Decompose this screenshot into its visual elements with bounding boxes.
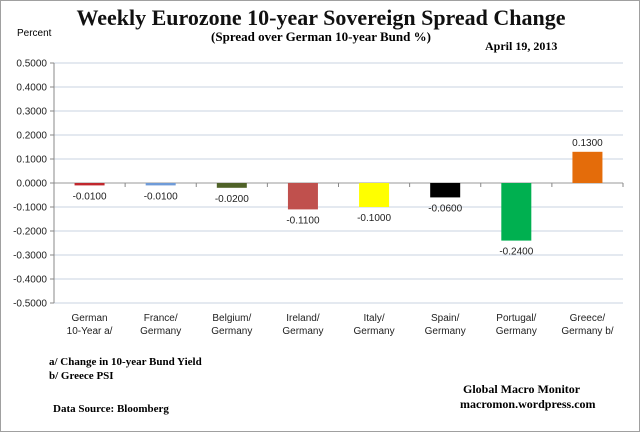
y-tick-label: -0.4000	[13, 275, 47, 286]
y-tick-label: 0.1000	[16, 155, 47, 166]
bar-4	[359, 183, 390, 207]
data-label: -0.1000	[357, 213, 391, 224]
x-tick-label: Spain/	[431, 313, 460, 324]
bar-1	[145, 183, 176, 186]
data-label: -0.0100	[73, 191, 107, 202]
x-tick-label: Greece/	[570, 313, 606, 324]
bar-2	[216, 183, 247, 188]
chart-date: April 19, 2013	[485, 39, 558, 53]
bar-0	[74, 183, 105, 186]
data-label: -0.0600	[428, 203, 462, 214]
x-tick-label: 10-Year a/	[67, 326, 113, 337]
data-label: -0.0200	[215, 194, 249, 205]
x-tick-label: Germany	[211, 326, 252, 337]
y-tick-label: 0.0000	[16, 179, 47, 190]
y-tick-label: -0.2000	[13, 227, 47, 238]
footnote-b: b/ Greece PSI	[49, 370, 114, 382]
x-tick-label: Italy/	[364, 313, 385, 324]
y-axis-label: Percent	[17, 28, 52, 39]
chart-title: Weekly Eurozone 10-year Sovereign Spread…	[76, 5, 566, 30]
bar-5	[430, 183, 461, 198]
y-tick-label: 0.2000	[16, 131, 47, 142]
x-tick-label: Germany	[496, 326, 537, 337]
y-tick-label: -0.3000	[13, 251, 47, 262]
y-tick-label: -0.1000	[13, 203, 47, 214]
y-tick-label: 0.4000	[16, 83, 47, 94]
chart-subtitle: (Spread over German 10-year Bund %)	[211, 29, 431, 44]
x-tick-label: Ireland/	[286, 313, 320, 324]
x-tick-label: Germany	[425, 326, 466, 337]
bar-6	[501, 183, 532, 241]
y-tick-label: 0.3000	[16, 107, 47, 118]
data-label: 0.1300	[572, 138, 603, 149]
footnote-a: a/ Change in 10-year Bund Yield	[49, 356, 202, 368]
y-tick-label: 0.5000	[16, 59, 47, 70]
x-tick-label: Belgium/	[212, 313, 251, 324]
brand-url: macromon.wordpress.com	[460, 397, 596, 411]
x-tick-label: Germany	[282, 326, 323, 337]
x-tick-label: Germany	[354, 326, 395, 337]
bar-7	[572, 151, 603, 183]
data-label: -0.2400	[499, 247, 533, 258]
bar-3	[287, 183, 318, 210]
brand-name: Global Macro Monitor	[463, 382, 581, 396]
y-tick-label: -0.5000	[13, 299, 47, 310]
data-label: -0.1100	[286, 215, 320, 226]
x-tick-label: Germany b/	[561, 326, 613, 337]
x-tick-label: France/	[144, 313, 178, 324]
x-tick-label: Portugal/	[496, 313, 536, 324]
x-tick-label: German	[72, 313, 108, 324]
x-tick-label: Germany	[140, 326, 181, 337]
data-label: -0.0100	[144, 191, 178, 202]
data-source: Data Source: Bloomberg	[53, 403, 169, 415]
